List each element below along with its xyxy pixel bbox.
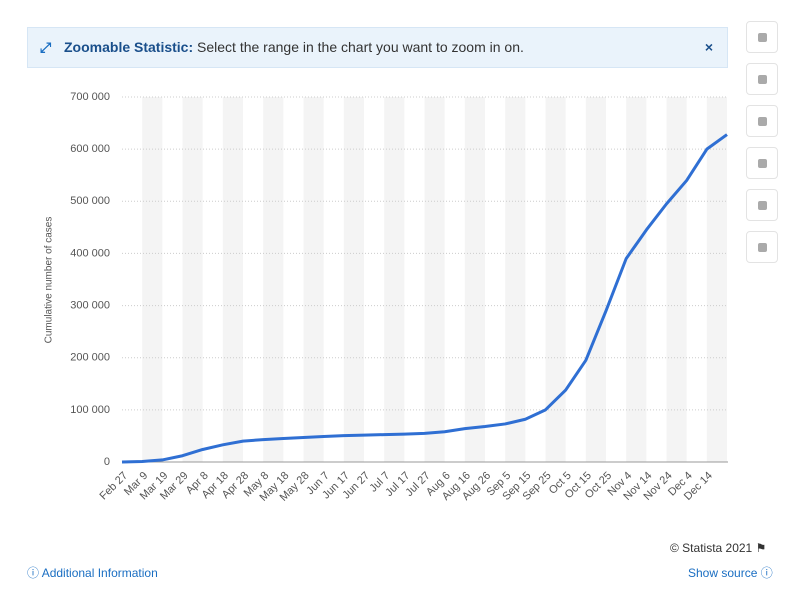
band <box>142 97 163 462</box>
copyright-text: © Statista 2021 <box>670 541 753 555</box>
banner-text: Select the range in the chart you want t… <box>197 39 524 55</box>
y-axis-label: Cumulative number of cases <box>44 217 55 344</box>
favorite-button[interactable] <box>746 21 778 53</box>
y-tick-label: 400 000 <box>70 247 110 259</box>
share-button[interactable] <box>746 147 778 179</box>
y-tick-label: 200 000 <box>70 352 110 364</box>
band <box>343 97 364 462</box>
zoom-icon: ⤢ <box>40 39 52 55</box>
band <box>505 97 526 462</box>
y-tick-label: 600 000 <box>70 143 110 155</box>
band <box>384 97 405 462</box>
band <box>585 97 606 462</box>
band <box>626 97 647 462</box>
band <box>424 97 445 462</box>
band <box>182 97 203 462</box>
y-tick-label: 700 000 <box>70 91 110 103</box>
band <box>263 97 284 462</box>
additional-info[interactable]: ⓘ Additional Information <box>27 566 158 580</box>
band <box>464 97 485 462</box>
alert-button[interactable] <box>746 63 778 95</box>
y-tick-label: 100 000 <box>70 404 110 416</box>
print-button[interactable] <box>746 231 778 263</box>
band <box>303 97 324 462</box>
band <box>545 97 566 462</box>
band <box>666 97 687 462</box>
banner-title: Zoomable Statistic: <box>64 39 194 55</box>
settings-button[interactable] <box>746 105 778 137</box>
copyright: © Statista 2021 ⚑ <box>670 541 767 555</box>
show-source[interactable]: Show source ⓘ <box>688 566 773 580</box>
band <box>706 97 727 462</box>
chart: Cumulative number of cases 0 100 000 200 0… <box>44 91 728 504</box>
info-text: Additional Information <box>41 566 158 580</box>
data-line <box>121 133 728 464</box>
band <box>222 97 243 462</box>
close-button[interactable]: × <box>704 39 713 55</box>
zoom-banner: ⤢ Zoomable Statistic: Select the range in… <box>27 27 728 68</box>
y-tick-label: 0 <box>104 456 110 468</box>
source-text: Show source <box>688 566 758 580</box>
y-tick-label: 300 000 <box>70 299 110 311</box>
cite-button[interactable] <box>746 189 778 221</box>
y-tick-label: 500 000 <box>70 195 110 207</box>
